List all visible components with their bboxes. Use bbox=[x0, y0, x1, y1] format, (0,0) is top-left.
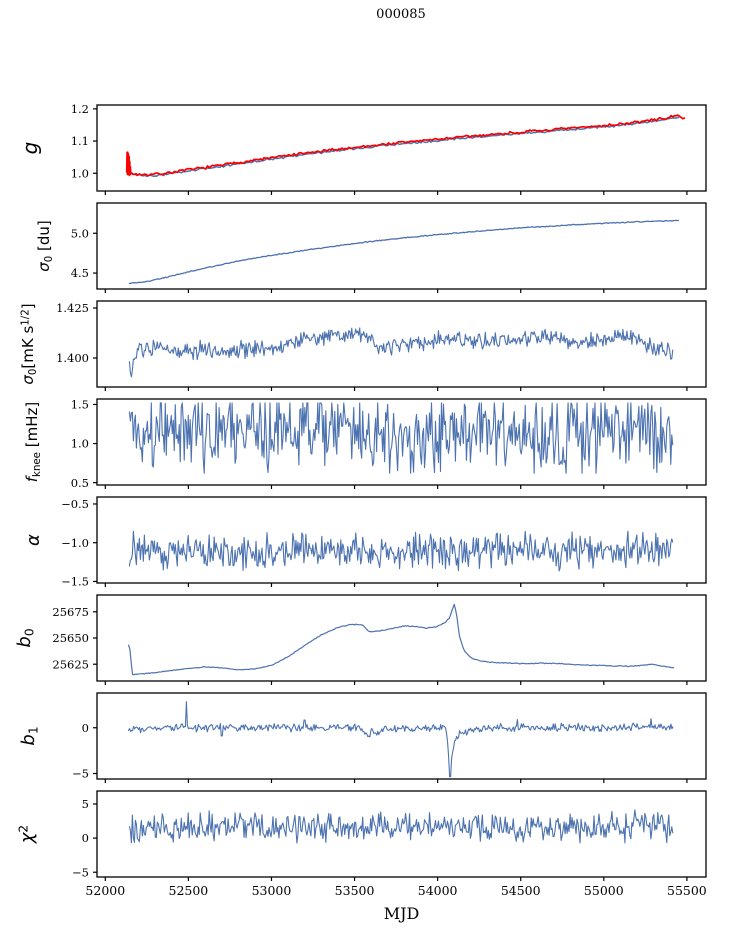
panel-sigma0-du: 4.5 5.0 σ0 [du] bbox=[35, 202, 707, 293]
figure-title: 000085 bbox=[376, 7, 426, 22]
y-tick-label: 1.0 bbox=[71, 437, 89, 451]
y-tick-label: 5.0 bbox=[71, 226, 89, 240]
y-tick-label: 1.2 bbox=[71, 102, 89, 116]
y-axis-label: σ0[mK s1/2] bbox=[19, 303, 39, 384]
y-axis-label: σ0 [du] bbox=[35, 220, 55, 272]
y-tick-label: 0 bbox=[82, 721, 89, 735]
x-tick-label: 55500 bbox=[667, 883, 707, 898]
x-tick-label: 53500 bbox=[335, 883, 375, 898]
series-chi2 bbox=[128, 809, 674, 844]
y-tick-label: 25675 bbox=[52, 605, 89, 619]
y-tick-label: 5 bbox=[82, 797, 89, 811]
y-tick-label: 1.0 bbox=[71, 166, 89, 180]
panel-alpha: −0.5 −1.0 −1.5 α bbox=[23, 496, 707, 589]
y-tick-label: 1.425 bbox=[56, 301, 89, 315]
y-tick-label: 1.1 bbox=[71, 134, 89, 148]
panel-spines bbox=[96, 692, 707, 780]
y-axis-label: b1 bbox=[18, 726, 41, 745]
x-tick-label: 54000 bbox=[418, 883, 458, 898]
y-axis-label: g bbox=[18, 142, 42, 155]
panel-fknee: 0.5 1.0 1.5 fknee [mHz] bbox=[23, 398, 707, 490]
y-tick-label: −1.0 bbox=[61, 536, 89, 550]
x-axis-label: MJD bbox=[384, 904, 420, 923]
panel-spines bbox=[96, 104, 707, 192]
panel-g: 1.0 1.1 1.2 g bbox=[18, 102, 707, 195]
y-tick-label: 1.5 bbox=[71, 398, 89, 412]
panel-spines bbox=[96, 790, 707, 878]
y-axis-label: fknee [mHz] bbox=[23, 402, 43, 482]
panel-chi2: 5 0 −5 52000 52500 53000 53500 54000 54500 55000 5… bbox=[17, 790, 707, 898]
panel-spines bbox=[96, 300, 707, 388]
series-b1 bbox=[128, 701, 674, 778]
x-tick-label: 52500 bbox=[169, 883, 209, 898]
y-axis-label: χ2 bbox=[17, 825, 38, 844]
panel-spines bbox=[96, 496, 707, 584]
y-tick-label: 1.400 bbox=[56, 351, 89, 365]
series-g-raw-startup-spike bbox=[125, 151, 132, 176]
y-tick-label: −5 bbox=[72, 767, 89, 781]
x-tick-label: 53000 bbox=[252, 883, 292, 898]
series-b0 bbox=[127, 603, 675, 676]
panel-b1: 0 −5 b1 bbox=[18, 692, 707, 783]
y-tick-label: 0 bbox=[82, 831, 89, 845]
y-tick-label: 4.5 bbox=[71, 266, 89, 280]
panel-sigma0-mks: 1.400 1.425 σ0[mK s1/2] bbox=[19, 300, 707, 391]
y-tick-label: −1.5 bbox=[61, 575, 89, 589]
panel-b0: 25625 25650 25675 b0 bbox=[14, 594, 707, 685]
x-tick-label: 52000 bbox=[85, 883, 125, 898]
x-tick-label: 55000 bbox=[584, 883, 624, 898]
series-sigma0-du bbox=[128, 219, 680, 285]
series-g-raw bbox=[128, 114, 686, 177]
y-axis-label: b0 bbox=[14, 628, 37, 647]
y-tick-label: 25650 bbox=[52, 631, 89, 645]
series-alpha bbox=[128, 530, 674, 572]
y-tick-label: 0.5 bbox=[71, 476, 89, 490]
y-axis-label: α bbox=[23, 534, 44, 546]
x-tick-label: 54500 bbox=[501, 883, 541, 898]
series-fknee bbox=[128, 402, 674, 474]
panel-spines bbox=[96, 202, 707, 290]
panel-spines bbox=[96, 398, 707, 486]
series-sigma0-mks bbox=[128, 327, 674, 378]
y-tick-label: −5 bbox=[72, 865, 89, 879]
y-tick-label: −0.5 bbox=[61, 497, 89, 511]
y-tick-label: 25625 bbox=[52, 657, 89, 671]
